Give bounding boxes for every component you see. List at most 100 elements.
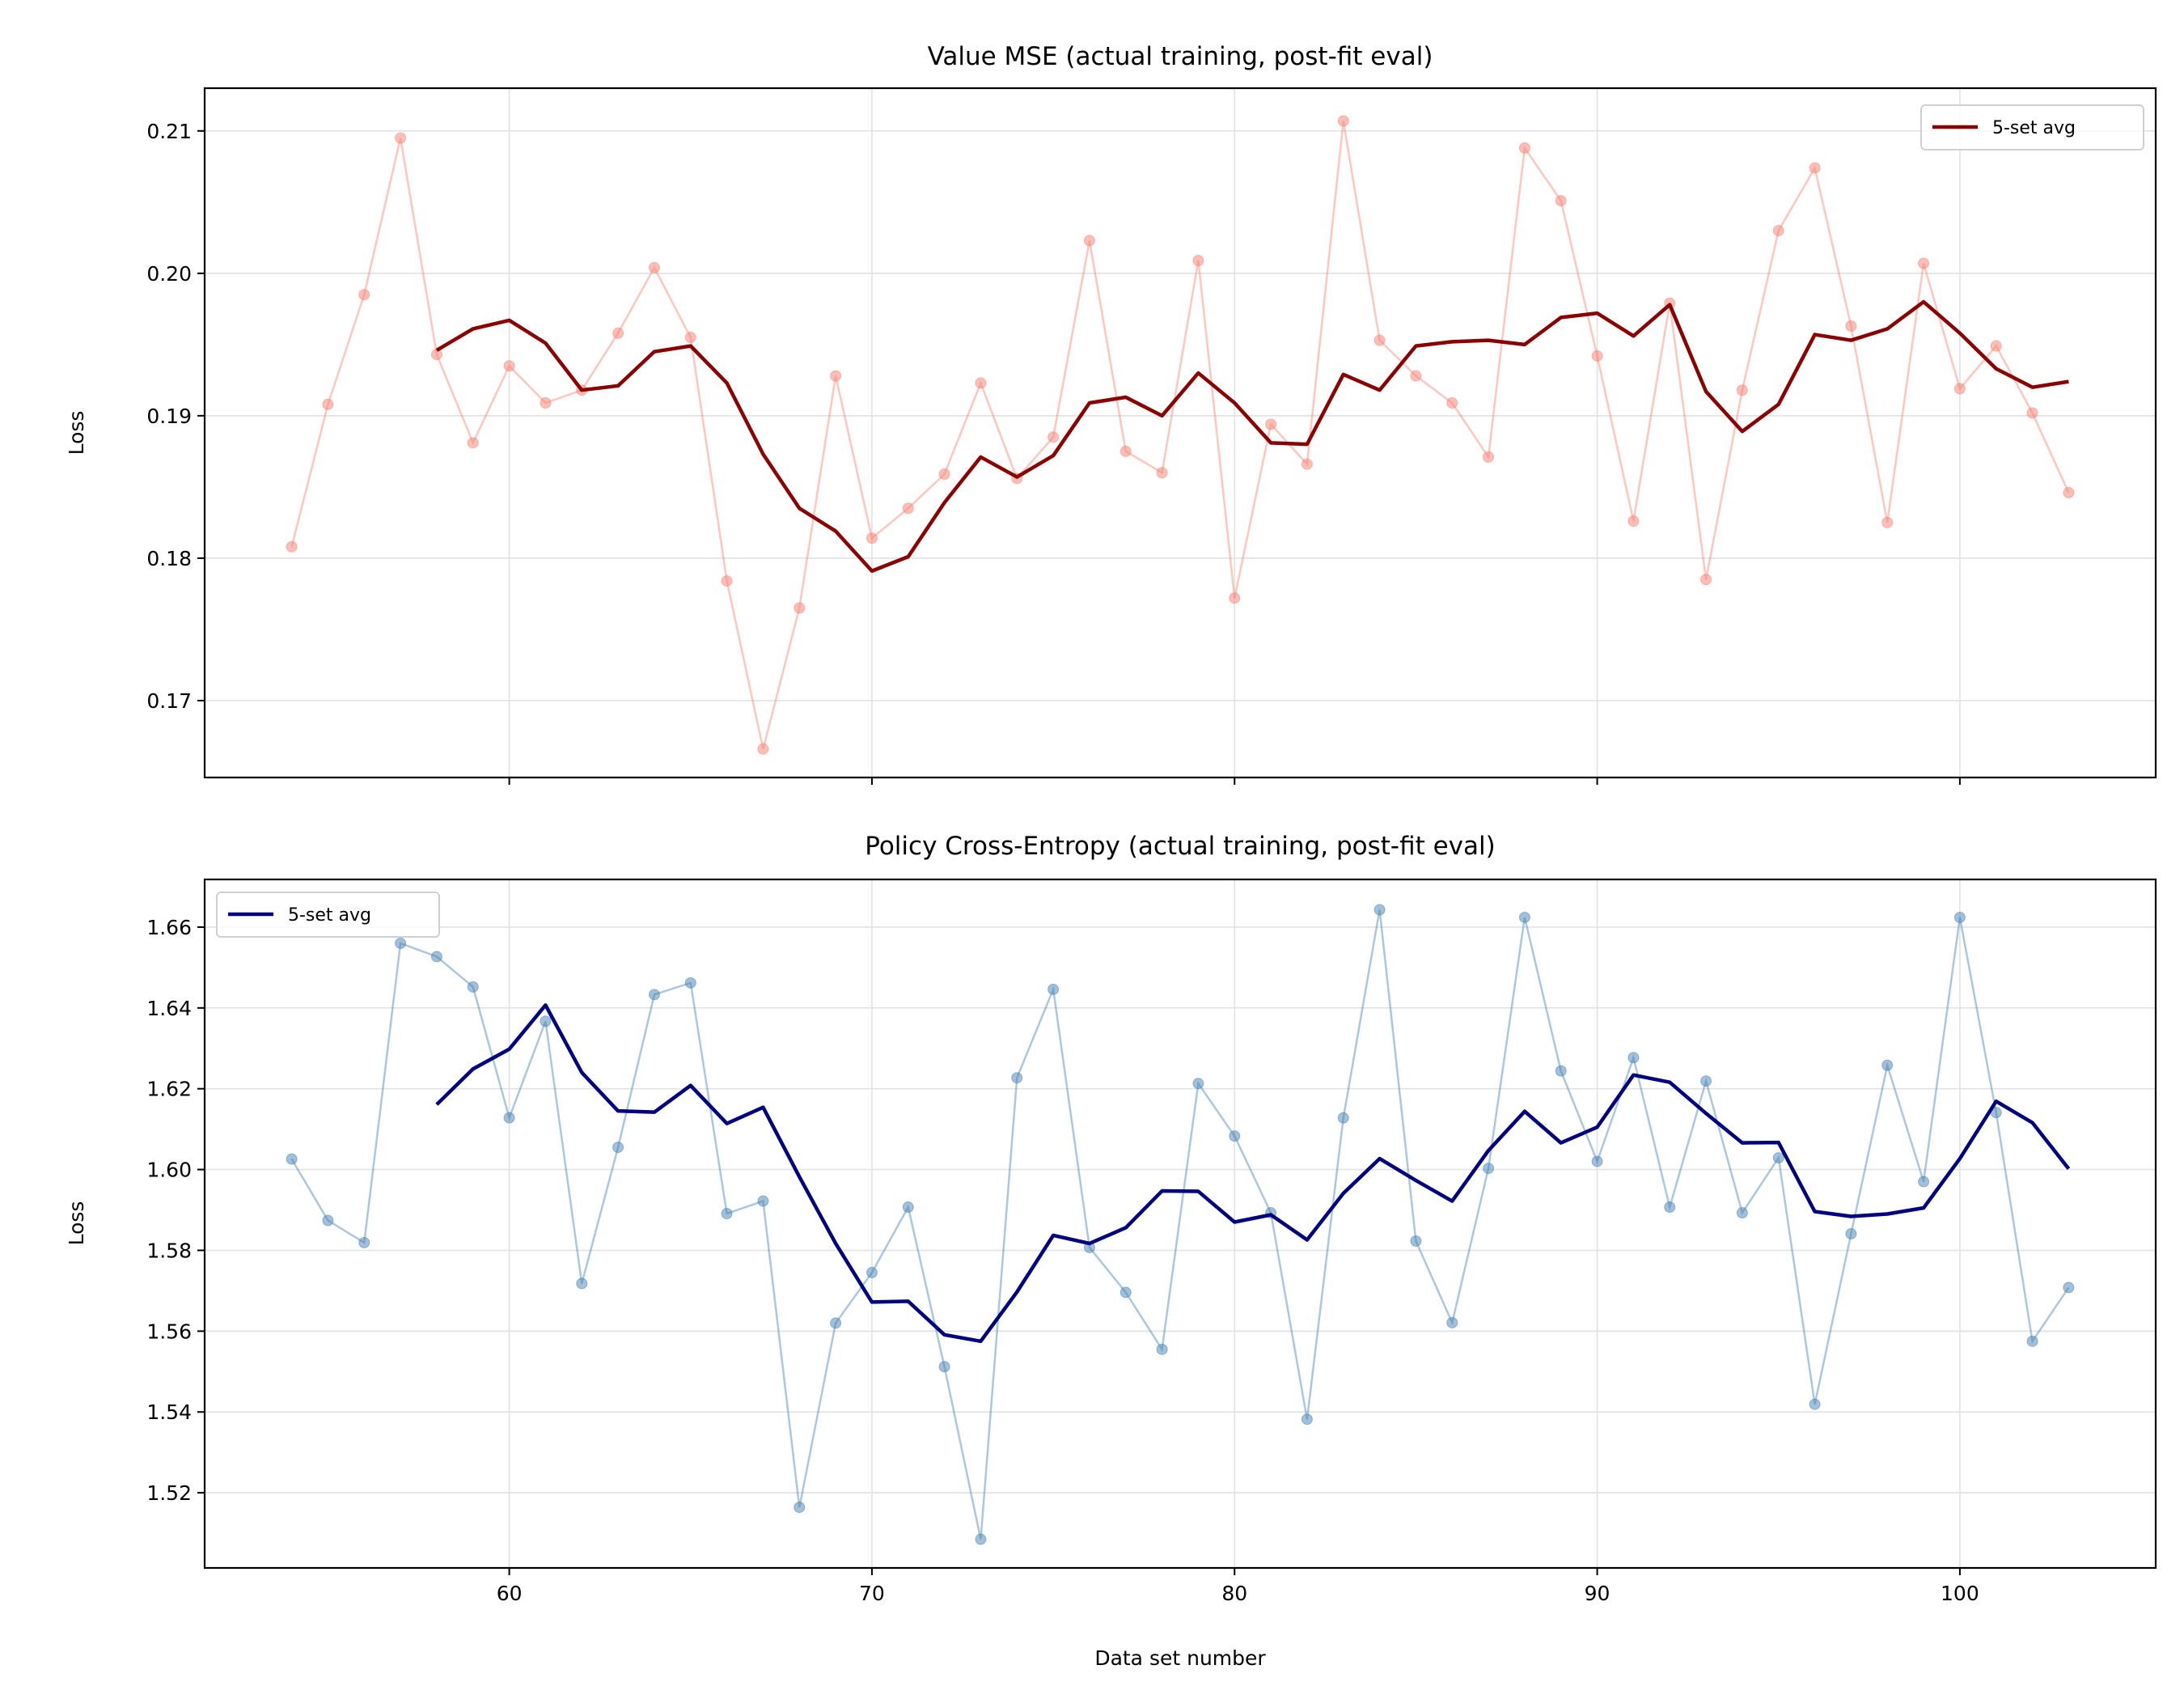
raw-data-point xyxy=(757,1195,769,1207)
raw-data-point xyxy=(430,951,442,963)
raw-data-point xyxy=(395,937,407,949)
policy-cross-entropy-panel: Policy Cross-Entropy (actual training, p… xyxy=(65,832,2157,1670)
raw-data-point xyxy=(1772,1152,1784,1164)
raw-data-point xyxy=(1518,911,1530,923)
raw-data-point xyxy=(794,602,806,614)
raw-data-point xyxy=(2063,486,2075,498)
raw-data-point xyxy=(1953,911,1966,923)
raw-data-point xyxy=(1627,1052,1640,1064)
raw-data-point xyxy=(1192,1078,1204,1090)
raw-data-point xyxy=(1881,1059,1894,1071)
raw-data-point xyxy=(1156,467,1168,479)
raw-data-point xyxy=(1483,1163,1495,1175)
raw-data-point xyxy=(830,1317,842,1329)
avg-series-line xyxy=(435,1003,2071,1344)
raw-data-point xyxy=(1555,1065,1567,1077)
raw-data-point xyxy=(503,1112,515,1124)
y-axis-label: Loss xyxy=(65,1201,88,1246)
chart-title: Value MSE (actual training, post-fit eva… xyxy=(928,42,1433,71)
raw-data-point xyxy=(757,743,769,755)
value-mse-panel: Value MSE (actual training, post-fit eva… xyxy=(65,42,2157,785)
raw-series-line xyxy=(290,121,2070,750)
y-tick-label: 1.64 xyxy=(146,997,192,1020)
raw-data-point xyxy=(1083,235,1095,247)
raw-data-point xyxy=(358,289,370,301)
axes-frame xyxy=(203,878,2157,1570)
avg-series-line xyxy=(435,299,2069,574)
raw-data-point xyxy=(1953,383,1966,395)
raw-data-point xyxy=(2026,407,2038,419)
raw-data-point xyxy=(938,1361,950,1373)
raw-data-point xyxy=(1446,1316,1458,1328)
legend-box xyxy=(216,892,440,938)
y-tick-label: 0.17 xyxy=(146,689,192,713)
x-tick-label: 70 xyxy=(859,1582,885,1605)
y-tick-label: 0.18 xyxy=(146,547,192,570)
raw-data-point xyxy=(684,977,696,989)
legend-label: 5-set avg xyxy=(1992,118,2076,138)
raw-data-point xyxy=(1446,397,1458,409)
raw-data-point xyxy=(794,1502,806,1514)
raw-data-point xyxy=(1301,458,1313,470)
raw-data-point xyxy=(1048,983,1060,995)
raw-data-point xyxy=(1048,431,1060,443)
raw-data-point xyxy=(721,1208,733,1220)
raw-data-point xyxy=(1265,418,1277,430)
raw-data-point xyxy=(1627,515,1640,527)
x-tick-label: 60 xyxy=(497,1582,523,1605)
raw-data-point xyxy=(1229,1130,1241,1142)
raw-data-point xyxy=(612,327,624,339)
raw-data-point xyxy=(975,1533,987,1545)
raw-data-point xyxy=(576,1277,588,1290)
raw-data-point xyxy=(1845,1227,1857,1239)
raw-data-point xyxy=(540,397,552,409)
raw-data-point xyxy=(1772,225,1784,237)
raw-data-point xyxy=(430,349,442,361)
raw-data-point xyxy=(2063,1282,2075,1294)
raw-data-point xyxy=(2026,1335,2038,1347)
raw-data-point xyxy=(467,981,479,993)
raw-data-point xyxy=(286,1153,298,1165)
raw-data-point xyxy=(1664,1201,1676,1214)
raw-data-point xyxy=(830,370,842,382)
y-tick-label: 1.58 xyxy=(146,1239,192,1262)
y-tick-label: 0.19 xyxy=(146,405,192,428)
y-tick-label: 1.60 xyxy=(146,1159,192,1182)
raw-data-point xyxy=(938,468,950,481)
raw-data-point xyxy=(866,532,878,544)
raw-data-point xyxy=(358,1236,370,1248)
raw-data-point xyxy=(721,575,733,587)
raw-data-point xyxy=(1555,195,1567,207)
raw-data-point xyxy=(648,261,660,273)
y-tick-label: 1.56 xyxy=(146,1320,192,1343)
raw-data-point xyxy=(1736,1207,1748,1219)
raw-data-point xyxy=(684,332,696,344)
raw-data-point xyxy=(1373,904,1386,916)
y-tick-label: 1.62 xyxy=(146,1078,192,1101)
legend-label: 5-set avg xyxy=(288,905,371,926)
raw-data-point xyxy=(1120,1286,1132,1299)
raw-data-point xyxy=(1700,1075,1712,1087)
raw-data-point xyxy=(1918,257,1930,269)
raw-series-line xyxy=(290,909,2070,1540)
x-tick-label: 90 xyxy=(1585,1582,1610,1605)
raw-data-point xyxy=(467,437,479,449)
raw-data-point xyxy=(648,989,660,1001)
raw-data-point xyxy=(1809,162,1821,174)
raw-data-point xyxy=(975,377,987,389)
raw-data-point xyxy=(503,360,515,372)
raw-data-point xyxy=(1229,592,1241,604)
y-tick-label: 1.66 xyxy=(146,916,192,939)
raw-data-point xyxy=(1845,320,1857,332)
axes-frame xyxy=(203,87,2157,779)
raw-data-point xyxy=(1410,370,1422,382)
raw-data-point xyxy=(1591,1155,1603,1167)
raw-data-point xyxy=(1373,334,1386,346)
legend: 5-set avg xyxy=(1920,104,2144,150)
raw-data-point xyxy=(395,132,407,144)
raw-data-point xyxy=(1483,451,1495,463)
raw-data-point xyxy=(1301,1413,1313,1426)
raw-data-point xyxy=(612,1142,624,1154)
raw-data-point xyxy=(1337,115,1349,127)
